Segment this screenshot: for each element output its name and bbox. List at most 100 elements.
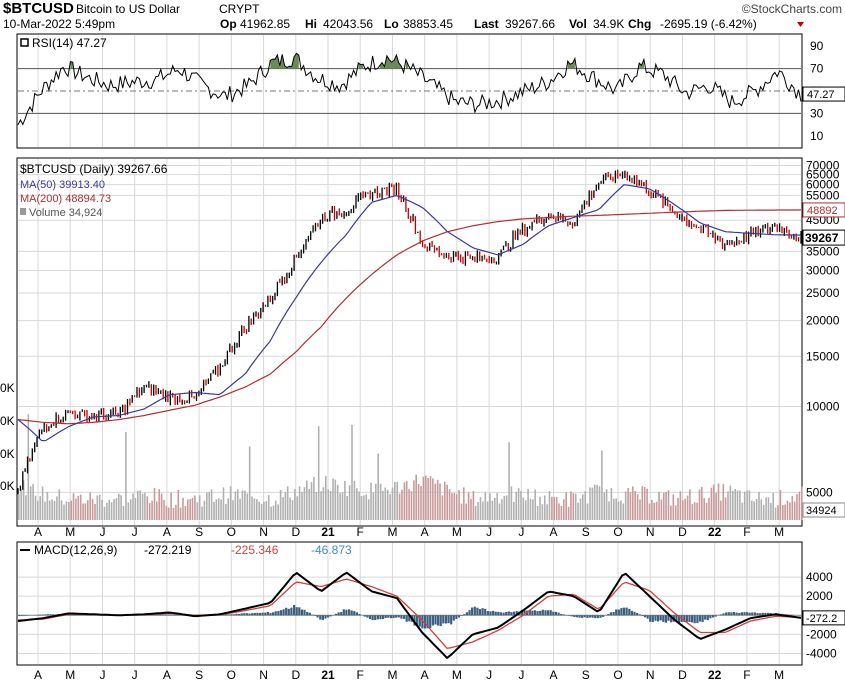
- volume-bar: [434, 483, 437, 520]
- x-tick-label: O: [613, 668, 622, 682]
- volume-bar: [427, 478, 429, 520]
- x-tick-label: S: [582, 525, 590, 539]
- volume-bar: [667, 490, 670, 520]
- volume-bar: [401, 489, 403, 520]
- x-tick-label: M: [65, 525, 75, 539]
- macd-histogram-bar: [313, 615, 317, 616]
- volume-bar: [248, 446, 251, 520]
- volume-bar: [139, 490, 141, 520]
- left-edge-label: 0K: [0, 447, 15, 461]
- macd-histogram-bar: [633, 611, 636, 616]
- volume-bar: [734, 489, 736, 520]
- volume-bar: [491, 500, 494, 520]
- volume-bar: [158, 489, 160, 520]
- volume-bar: [524, 500, 527, 520]
- volume-bar: [194, 495, 196, 520]
- x-tick-label: A: [550, 668, 558, 682]
- volume-bar: [782, 505, 784, 520]
- volume-bar: [684, 498, 686, 520]
- volume-bar: [405, 480, 408, 520]
- volume-bar: [639, 499, 641, 520]
- macd-histogram-bar: [426, 615, 429, 629]
- volume-bar: [651, 499, 653, 520]
- x-tick-label: 22: [708, 668, 722, 682]
- volume-bar: [665, 492, 667, 520]
- macd-histogram-bar: [704, 615, 707, 620]
- volume-bar: [229, 486, 232, 520]
- volume-bar: [310, 482, 313, 520]
- volume-bar: [558, 503, 560, 520]
- volume-bar: [584, 491, 586, 520]
- macd-histogram-bar: [169, 614, 173, 616]
- volume-bar: [329, 491, 332, 520]
- macd-histogram-bar: [499, 612, 502, 616]
- macd-histogram-bar: [290, 607, 293, 616]
- macd-histogram-bar: [311, 614, 314, 616]
- macd-histogram-bar: [240, 613, 243, 616]
- volume-bar: [551, 496, 553, 520]
- macd-histogram-bar: [471, 607, 474, 616]
- volume-bar: [46, 491, 49, 520]
- macd-histogram-bar: [657, 615, 660, 622]
- macd-histogram-bar: [439, 615, 442, 627]
- volume-bar: [801, 486, 803, 520]
- price-y-tick-label: 10000: [806, 400, 840, 414]
- macd-histogram-bar: [735, 612, 738, 616]
- volume-bar: [555, 497, 558, 520]
- volume-bar: [137, 490, 139, 520]
- macd-histogram-bar: [630, 610, 633, 616]
- x-tick-label: M: [774, 525, 784, 539]
- volume-bar: [144, 492, 146, 520]
- volume-bar: [222, 487, 225, 520]
- macd-histogram-bar: [264, 612, 267, 616]
- x-tick-label: J: [132, 525, 138, 539]
- hist-legend-value: -46.873: [311, 543, 352, 557]
- volume-bar: [736, 490, 739, 520]
- volume-bar: [420, 486, 422, 520]
- macd-histogram-bar: [353, 611, 356, 616]
- macd-histogram-bar: [371, 615, 374, 621]
- volume-bar: [44, 501, 46, 520]
- volume-bar: [370, 482, 372, 520]
- volume-bar: [417, 484, 420, 520]
- volume-bar: [146, 496, 149, 520]
- volume-bar: [70, 500, 72, 520]
- macd-histogram-bar: [533, 610, 537, 616]
- macd-histogram-bar: [523, 610, 526, 616]
- macd-layer: [17, 571, 804, 660]
- volume-bar: [674, 505, 677, 520]
- volume-bar: [317, 426, 320, 520]
- volume-bar: [439, 483, 441, 520]
- volume-bar: [496, 493, 498, 520]
- volume-bar: [432, 478, 434, 520]
- rsi-overbought-fill: [567, 58, 575, 69]
- volume-bar: [534, 489, 536, 520]
- macd-histogram-bar: [154, 614, 157, 616]
- ma50-legend: MA(50) 39913.40: [20, 179, 105, 191]
- volume-bar: [327, 489, 329, 520]
- volume-bar: [320, 491, 322, 520]
- rsi-y-tick-label: 30: [810, 106, 824, 120]
- volume-bar: [189, 499, 191, 520]
- x-tick-label: M: [387, 668, 397, 682]
- macd-histogram-bar: [748, 612, 751, 616]
- macd-histogram-bar: [38, 614, 42, 616]
- macd-histogram-bar: [617, 609, 620, 616]
- x-tick-label: M: [452, 668, 462, 682]
- macd-histogram-bar: [230, 614, 233, 616]
- volume-bar: [172, 507, 175, 520]
- volume-bar: [653, 502, 655, 520]
- last-price-label: 39267: [805, 231, 839, 245]
- volume-bar: [87, 500, 89, 520]
- macd-histogram-bar: [497, 611, 500, 616]
- x-tick-label: N: [259, 525, 268, 539]
- volume-bar: [793, 501, 796, 520]
- quote-lo-label: Lo: [384, 17, 399, 31]
- volume-bar: [234, 491, 237, 520]
- volume-bar: [643, 486, 646, 520]
- macd-y-tick-label: -4000: [806, 646, 837, 660]
- macd-histogram-bar: [379, 615, 382, 620]
- macd-histogram-bar: [319, 615, 322, 620]
- macd-histogram-bar: [389, 615, 393, 619]
- volume-bar: [377, 453, 379, 520]
